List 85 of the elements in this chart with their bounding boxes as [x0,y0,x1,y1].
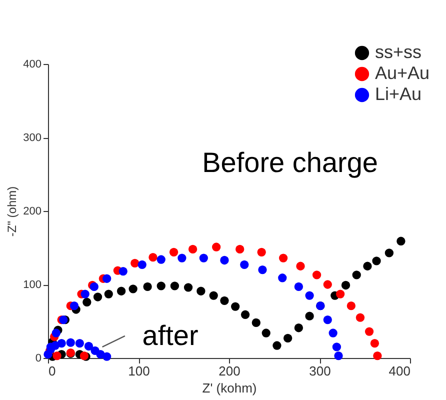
point [102,274,112,283]
point [116,286,126,296]
point [220,256,229,265]
point [240,310,250,319]
legend-label: Li+Au [375,84,422,104]
point [294,324,304,332]
point [305,291,314,300]
annotation: after [142,320,198,351]
point [156,282,166,290]
point [334,351,343,360]
point [52,351,62,360]
y-tick-label: 0 [35,352,42,364]
point [231,302,240,311]
point [156,255,166,264]
legend-label: Au+Au [375,63,430,83]
x-tick-label: 200 [218,364,240,378]
point [373,351,382,360]
point [272,341,282,350]
x-tick-label: 100 [128,364,150,378]
y-tick-label: 300 [23,132,42,144]
point [220,296,229,305]
point [323,315,332,324]
x-tick-label: 0 [48,364,56,378]
point [252,318,260,328]
point [84,342,94,351]
point [283,334,292,342]
point [372,256,381,266]
annotation: Before charge [202,147,378,178]
point [70,301,79,310]
point [296,262,305,270]
point [82,298,92,306]
point [323,280,332,289]
point [128,284,138,294]
point [57,338,66,348]
point [199,254,208,262]
point [196,286,206,296]
point [188,244,198,254]
point [138,260,146,269]
point [341,280,350,290]
point [236,244,244,254]
point [170,282,180,290]
point [356,313,365,322]
point [130,258,140,268]
point [396,236,406,246]
point [104,290,113,298]
point [312,270,322,280]
point [305,312,314,320]
point [184,283,193,292]
point [336,290,345,298]
point [178,254,186,262]
point [148,252,158,262]
point [80,290,90,298]
point [352,270,361,280]
y-tick-label: 200 [23,206,42,218]
x-tick-label: 300 [309,364,331,378]
point [262,328,270,338]
point [258,265,267,274]
point [363,262,372,270]
point [278,274,287,282]
point [384,248,394,258]
point [328,328,338,338]
legend-label: ss+ss [375,42,422,62]
point [332,342,342,352]
point [212,242,221,252]
point [102,352,112,361]
point [52,328,60,338]
point [257,248,266,256]
y-tick-label: 100 [23,279,42,291]
point [118,266,128,276]
point [346,301,356,310]
point [370,338,380,348]
point [143,282,152,292]
point [294,282,304,292]
point [66,338,75,347]
point [93,292,102,302]
point [169,248,178,256]
point [209,291,218,300]
x-tick-label: 400 [388,364,410,378]
y-tick-label: 400 [23,58,42,70]
y-axis-title: -Z" (ohm) [5,186,20,237]
point [75,338,84,348]
point [364,327,374,336]
x-axis-title: Z' (kohm) [202,380,257,396]
point [278,254,288,262]
point [240,260,249,269]
